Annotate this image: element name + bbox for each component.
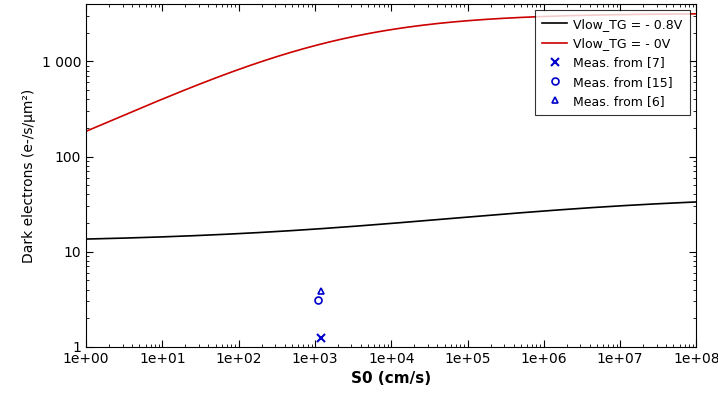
Vlow_TG = - 0V xyxy=(615,12,623,17)
Vlow_TG = - 0.8V xyxy=(316,226,325,231)
Vlow_TG = - 0.8V xyxy=(187,233,196,238)
Vlow_TG = - 0V xyxy=(680,11,689,16)
X-axis label: S0 (cm/s): S0 (cm/s) xyxy=(351,371,432,386)
Vlow_TG = - 0.8V xyxy=(82,237,90,242)
Vlow_TG = - 0V xyxy=(342,35,351,40)
Vlow_TG = - 0.8V xyxy=(692,200,701,204)
Vlow_TG = - 0V xyxy=(82,129,90,134)
Legend: Vlow_TG = - 0.8V, Vlow_TG = - 0V, Meas. from [7], Meas. from [15], Meas. from [6: Vlow_TG = - 0.8V, Vlow_TG = - 0V, Meas. … xyxy=(535,10,690,115)
Vlow_TG = - 0V xyxy=(187,85,196,90)
Vlow_TG = - 0.8V xyxy=(342,224,351,229)
Vlow_TG = - 0.8V xyxy=(680,200,689,205)
Vlow_TG = - 0V xyxy=(692,11,701,16)
Vlow_TG = - 0V xyxy=(151,100,160,104)
Line: Vlow_TG = - 0.8V: Vlow_TG = - 0.8V xyxy=(86,202,696,239)
Line: Vlow_TG = - 0V: Vlow_TG = - 0V xyxy=(86,14,696,131)
Vlow_TG = - 0.8V xyxy=(615,204,623,208)
Vlow_TG = - 0V xyxy=(316,42,325,47)
Vlow_TG = - 0.8V xyxy=(151,235,160,239)
Y-axis label: Dark electrons (e-/s/µm²): Dark electrons (e-/s/µm²) xyxy=(22,88,36,263)
